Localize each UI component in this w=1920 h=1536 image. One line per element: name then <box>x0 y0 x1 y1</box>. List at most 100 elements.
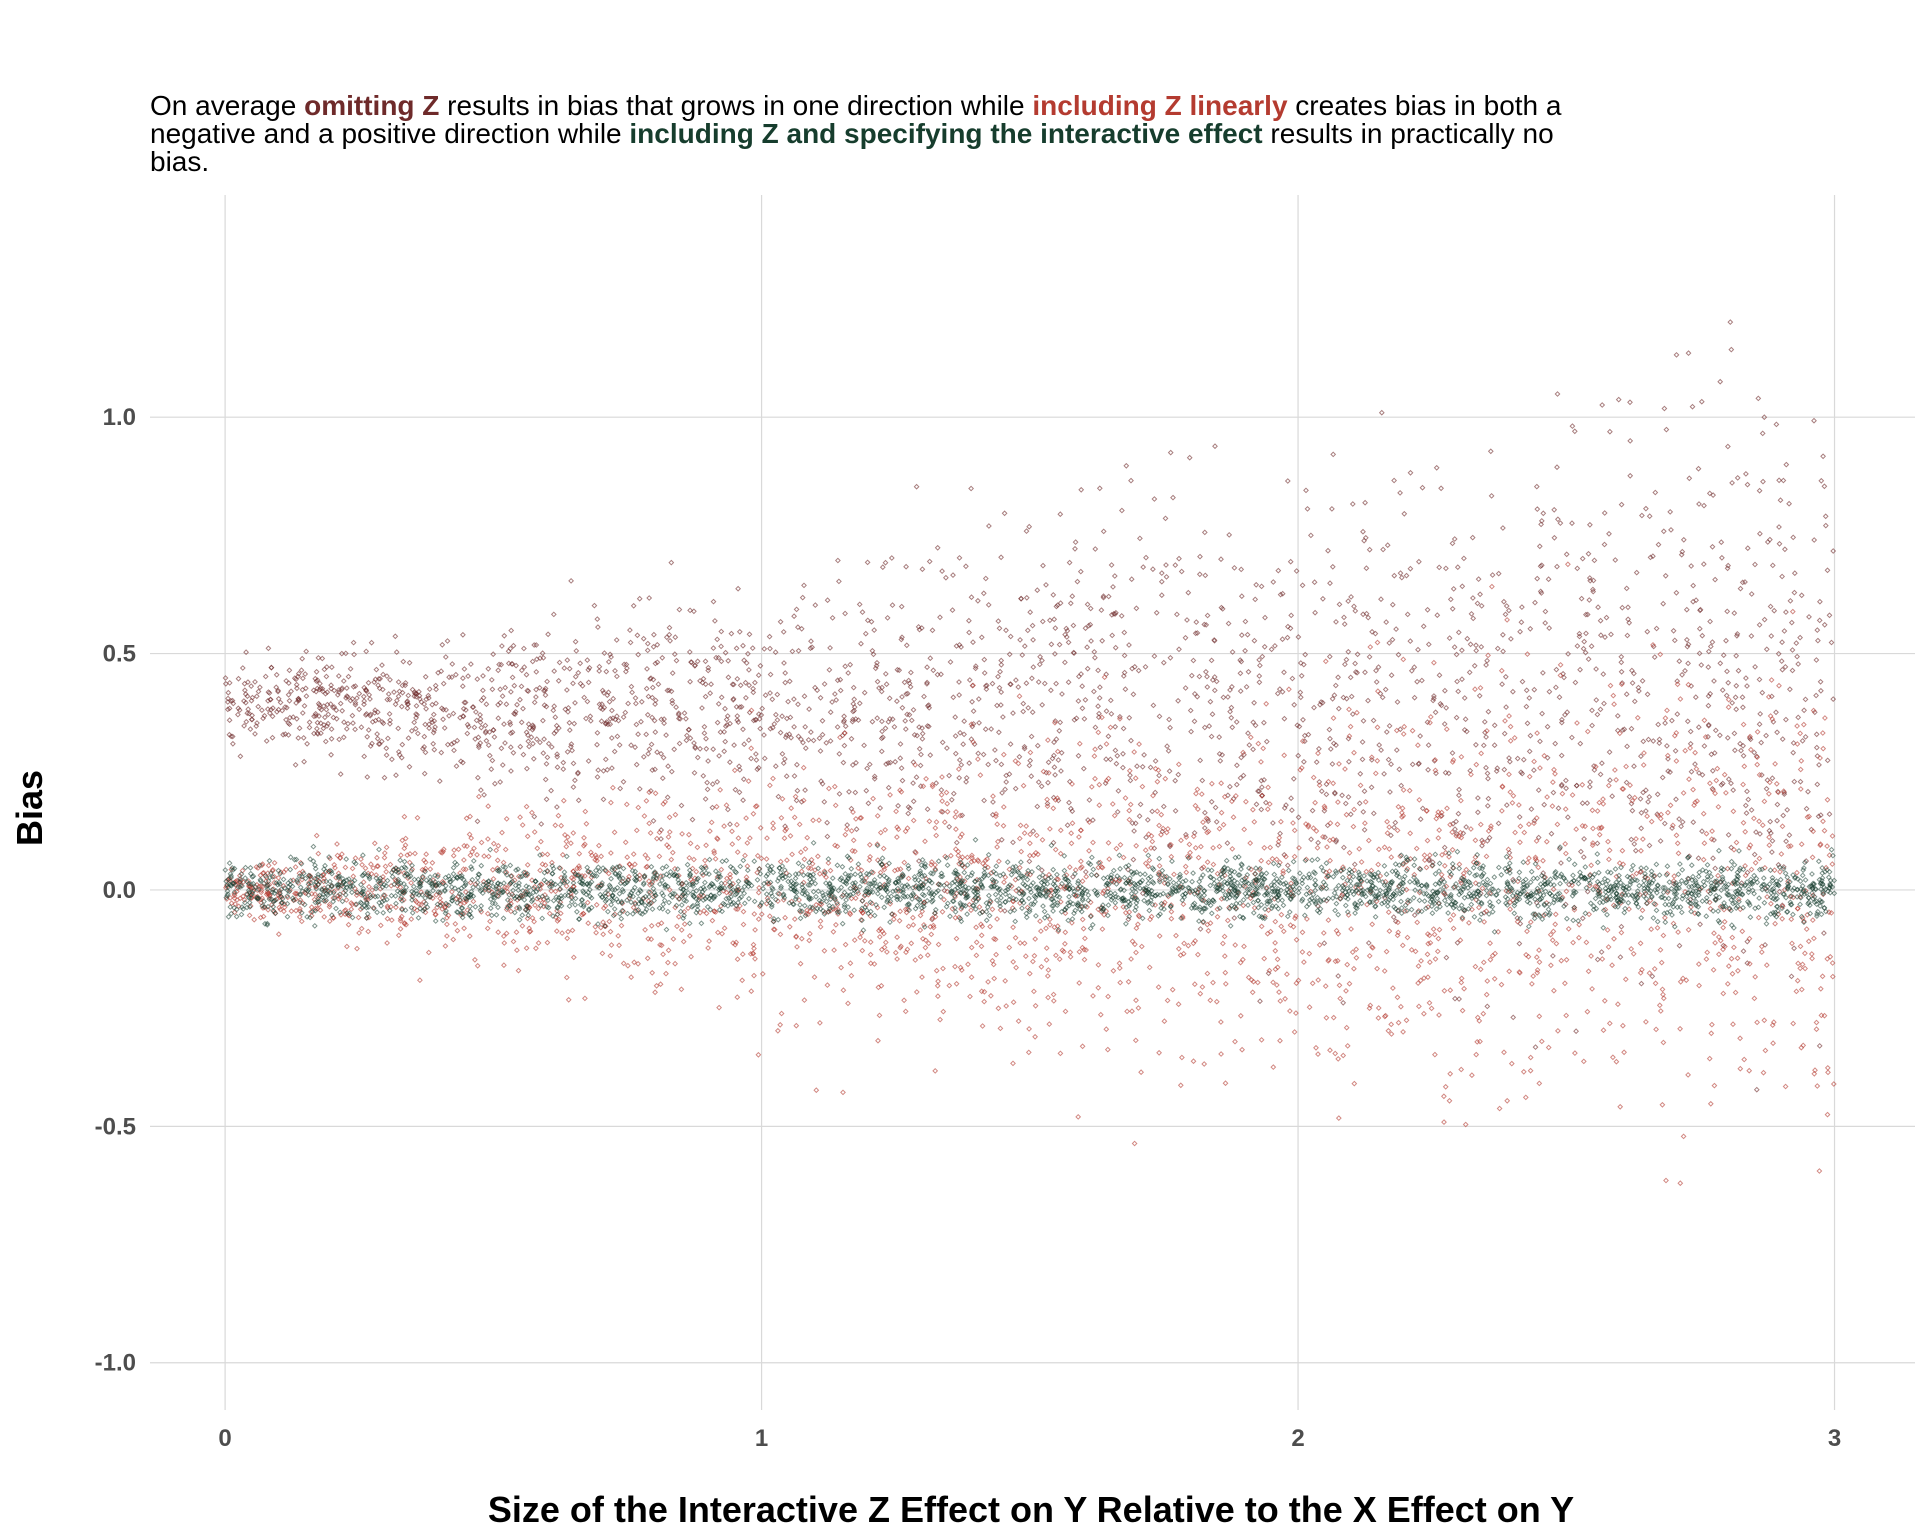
data-point <box>1536 543 1543 550</box>
data-point <box>1414 742 1421 749</box>
data-point <box>1032 936 1039 942</box>
data-point <box>622 839 629 846</box>
data-point <box>303 693 310 700</box>
data-point <box>941 896 947 903</box>
data-point <box>907 805 913 812</box>
data-point <box>998 689 1005 696</box>
data-point <box>1779 736 1786 743</box>
data-point <box>1813 692 1820 699</box>
data-point <box>1548 830 1555 837</box>
data-point <box>563 687 570 693</box>
data-point <box>816 735 823 742</box>
data-point <box>1225 620 1232 627</box>
data-point <box>1081 715 1088 722</box>
data-point <box>723 802 730 809</box>
data-point <box>848 735 855 742</box>
data-point <box>1720 924 1727 931</box>
data-point <box>1331 692 1338 699</box>
data-point <box>877 829 884 836</box>
data-point <box>1210 844 1217 851</box>
data-point <box>1532 1044 1539 1051</box>
data-point <box>1347 674 1354 681</box>
data-point <box>845 1000 851 1007</box>
data-point <box>321 913 328 920</box>
data-point <box>997 907 1004 913</box>
data-point <box>467 661 474 668</box>
data-point <box>1798 986 1805 993</box>
data-point <box>979 1023 986 1029</box>
data-point <box>490 875 497 882</box>
data-point <box>1441 844 1448 851</box>
data-point <box>1638 825 1645 832</box>
data-point <box>1594 840 1601 847</box>
data-point <box>1459 676 1465 683</box>
data-point <box>1754 728 1761 735</box>
data-point <box>600 919 607 926</box>
data-point <box>952 750 959 757</box>
data-point <box>1742 828 1749 835</box>
data-point <box>1516 814 1523 820</box>
data-point <box>919 908 926 915</box>
data-point <box>1259 653 1266 660</box>
data-point <box>1554 391 1561 397</box>
data-point <box>1555 805 1562 812</box>
data-point <box>1227 708 1234 715</box>
data-point <box>952 963 958 970</box>
data-point <box>1685 350 1692 357</box>
data-point <box>1419 805 1426 812</box>
data-point <box>542 692 549 699</box>
data-point <box>933 967 940 974</box>
data-point <box>1347 723 1354 730</box>
data-point <box>750 810 757 817</box>
data-point <box>1232 1038 1238 1045</box>
data-point <box>507 721 514 728</box>
data-point <box>1284 862 1291 869</box>
data-point <box>338 851 345 858</box>
data-point <box>1091 753 1098 760</box>
data-point <box>778 814 785 821</box>
data-point <box>1034 803 1041 810</box>
data-point <box>795 647 802 654</box>
data-point <box>405 735 412 742</box>
data-point <box>1096 781 1103 788</box>
data-point <box>1679 671 1686 678</box>
data-point <box>1504 1097 1511 1104</box>
data-point <box>1287 558 1294 565</box>
data-point <box>1063 625 1070 632</box>
data-point <box>846 788 852 795</box>
data-point <box>367 696 373 702</box>
data-point <box>858 867 865 874</box>
data-point <box>740 921 747 928</box>
data-point <box>1326 726 1333 733</box>
data-point <box>1064 627 1071 634</box>
data-point <box>241 687 248 694</box>
data-point <box>1131 663 1138 670</box>
data-point <box>397 884 404 891</box>
data-point <box>978 634 985 641</box>
data-point <box>1282 853 1289 860</box>
data-point <box>1075 752 1082 759</box>
data-point <box>1037 928 1044 935</box>
data-point <box>1776 524 1782 530</box>
data-point <box>1360 808 1367 815</box>
data-point <box>864 765 871 772</box>
data-point <box>1365 940 1372 946</box>
data-point <box>1039 618 1046 625</box>
data-point <box>635 651 642 658</box>
data-point <box>1718 781 1725 788</box>
data-point <box>1365 697 1371 704</box>
data-point <box>1417 977 1424 984</box>
data-point <box>1568 734 1575 741</box>
data-point <box>501 940 508 946</box>
data-point <box>1256 679 1263 686</box>
data-point <box>718 694 725 701</box>
data-point <box>1700 810 1707 817</box>
data-point <box>797 849 804 856</box>
data-point <box>1366 952 1373 959</box>
data-point <box>1551 534 1558 541</box>
data-point <box>1051 650 1058 657</box>
data-point <box>1325 956 1332 963</box>
data-point <box>1794 977 1801 984</box>
data-point <box>1756 487 1763 494</box>
data-point <box>1247 734 1254 741</box>
